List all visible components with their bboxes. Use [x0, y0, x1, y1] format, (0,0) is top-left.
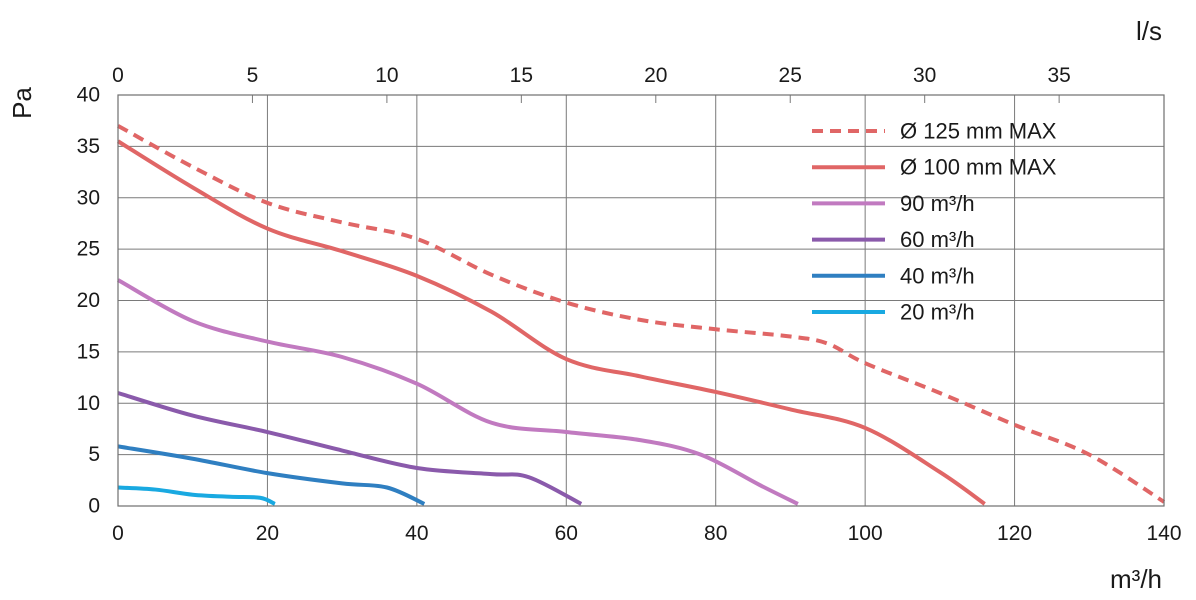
series-line-4: [117, 391, 583, 506]
series-line-5: [117, 444, 426, 506]
y-tick-label: 0: [88, 495, 100, 518]
x2-tick-label: 5: [247, 64, 259, 87]
series-lines: [116, 124, 1166, 506]
x2-axis-ticks: 0 5 10 15 20 25 30 35: [112, 64, 1071, 87]
grid: [118, 95, 1164, 506]
x2-tick-label: 15: [510, 64, 533, 87]
series-line-6: [117, 485, 276, 506]
legend-label-5: 40 m³/h: [900, 263, 975, 288]
y-tick-label: 35: [77, 135, 100, 158]
x-tick-label: 60: [555, 522, 578, 545]
legend-label-6: 20 m³/h: [900, 300, 975, 325]
x-tick-label: 40: [405, 522, 428, 545]
x-tick-label: 100: [848, 522, 883, 545]
x-tick-label: 140: [1146, 522, 1181, 545]
x2-tick-label: 0: [112, 64, 124, 87]
x2-tick-label: 25: [779, 64, 802, 87]
y-tick-label: 15: [77, 340, 100, 363]
series-line-1: [117, 124, 1166, 504]
x2-tick-label: 10: [375, 64, 398, 87]
legend-label-2: Ø 100 mm MAX: [900, 155, 1057, 180]
x2-tick-label: 35: [1047, 64, 1070, 87]
plot-frame: [117, 94, 1165, 507]
y-tick-label: 5: [88, 443, 100, 466]
y-tick-label: 30: [77, 186, 100, 209]
y-axis-label: Pa: [7, 87, 37, 119]
x-tick-label: 120: [997, 522, 1032, 545]
y-axis-ticks: 0 5 10 15 20 25 30 35 40: [77, 84, 100, 518]
y-tick-label: 40: [77, 84, 100, 107]
x2-axis-label: l/s: [1136, 16, 1162, 46]
y-tick-label: 25: [77, 238, 100, 261]
x-tick-label: 20: [256, 522, 279, 545]
series-line-2: [116, 139, 986, 506]
x2-tick-label: 30: [913, 64, 936, 87]
x-axis-label: m³/h: [1110, 564, 1162, 594]
legend-label-3: 90 m³/h: [900, 191, 975, 216]
series-line-3: [117, 278, 799, 506]
legend-label-4: 60 m³/h: [900, 227, 975, 252]
y-tick-label: 10: [77, 392, 100, 415]
x-axis-ticks: 0 20 40 60 80 100 120 140: [112, 522, 1181, 545]
legend-label-1: Ø 125 mm MAX: [900, 119, 1057, 144]
x-tick-label: 0: [112, 522, 124, 545]
x2-tick-label: 20: [644, 64, 667, 87]
legend: Ø 125 mm MAX Ø 100 mm MAX 90 m³/h 60 m³/h 40…: [812, 119, 1057, 325]
y-tick-label: 20: [77, 289, 100, 312]
x-tick-label: 80: [704, 522, 727, 545]
